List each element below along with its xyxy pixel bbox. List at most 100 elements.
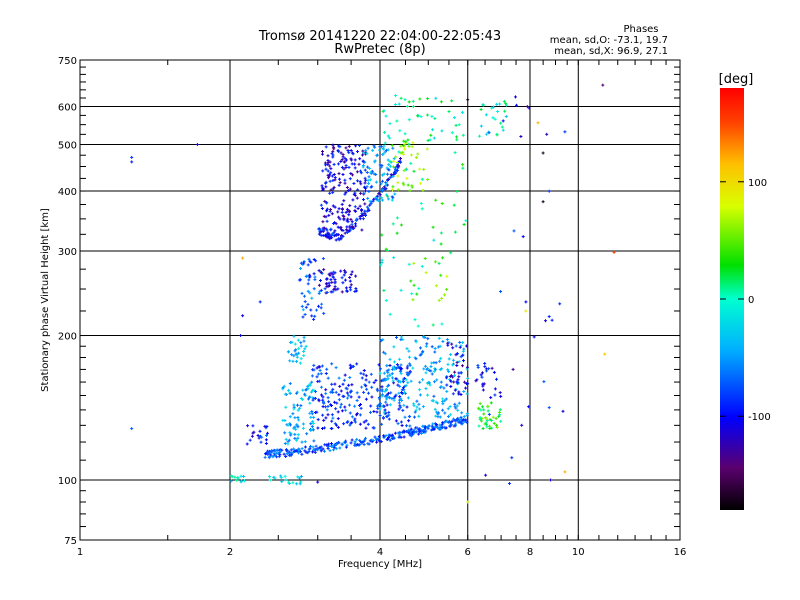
data-point — [324, 227, 328, 231]
data-point — [440, 202, 444, 205]
data-point — [251, 424, 255, 428]
data-point — [406, 373, 409, 377]
data-point — [386, 134, 390, 138]
data-point — [343, 278, 347, 282]
data-point — [333, 280, 337, 284]
data-point — [412, 430, 416, 433]
data-point — [323, 287, 327, 291]
data-point — [348, 224, 352, 228]
data-point — [275, 455, 279, 459]
data-point — [360, 228, 364, 232]
data-point — [483, 422, 487, 426]
data-point — [380, 258, 384, 262]
data-point — [265, 425, 269, 428]
data-point — [356, 150, 359, 154]
data-point — [330, 419, 334, 423]
data-point — [381, 179, 384, 183]
data-point — [545, 132, 549, 136]
data-point — [383, 394, 387, 398]
data-point — [268, 449, 272, 453]
data-point — [486, 409, 490, 413]
data-point — [440, 129, 444, 133]
data-point — [320, 302, 324, 306]
data-point — [438, 368, 442, 372]
data-point — [502, 99, 506, 103]
data-point — [359, 403, 362, 406]
data-point — [324, 180, 328, 184]
data-point — [349, 149, 353, 152]
data-point — [130, 427, 134, 431]
data-point — [245, 442, 249, 446]
data-point — [339, 160, 343, 163]
data-point — [293, 432, 297, 436]
data-point — [397, 407, 401, 411]
data-point — [508, 482, 511, 485]
data-point — [407, 262, 411, 266]
data-point — [332, 222, 336, 225]
data-point — [359, 191, 363, 195]
data-point — [398, 432, 402, 436]
data-point — [292, 447, 296, 451]
x-tick-labels: 1 2 4 6 8 10 16 — [77, 547, 687, 558]
data-point — [435, 410, 439, 414]
data-point — [290, 353, 294, 357]
data-point — [328, 235, 332, 239]
data-point — [408, 362, 412, 366]
data-point — [292, 407, 296, 411]
data-point — [407, 142, 411, 146]
data-point — [398, 129, 402, 133]
data-point — [344, 146, 348, 150]
data-point — [380, 144, 383, 148]
data-point — [414, 340, 418, 344]
data-point — [350, 270, 354, 274]
data-point — [345, 219, 349, 223]
data-point — [324, 282, 328, 286]
data-point — [403, 377, 407, 380]
data-point — [267, 452, 271, 455]
data-point — [299, 404, 303, 408]
data-point — [308, 395, 312, 399]
data-point — [408, 370, 412, 374]
data-point — [418, 427, 422, 431]
data-point — [419, 181, 422, 185]
data-point — [319, 449, 323, 453]
chart-title: Tromsø 20141220 22:04:00-22:05:43 — [258, 29, 501, 44]
data-point — [478, 134, 481, 138]
data-point — [492, 370, 496, 374]
data-point — [465, 414, 469, 418]
data-point — [372, 410, 376, 413]
data-point — [344, 210, 348, 214]
data-point — [296, 408, 300, 412]
data-point — [327, 213, 331, 217]
data-point — [456, 408, 460, 412]
data-point — [485, 369, 488, 373]
data-point — [457, 375, 461, 379]
data-point — [340, 235, 344, 239]
data-point — [401, 338, 405, 341]
data-point — [409, 279, 413, 283]
data-point — [334, 233, 338, 237]
data-point — [397, 434, 401, 438]
data-point — [398, 159, 402, 163]
data-point — [356, 179, 359, 183]
data-point — [436, 412, 440, 416]
data-point — [246, 424, 250, 428]
data-point — [388, 312, 392, 316]
data-point — [423, 426, 427, 430]
data-point — [500, 125, 504, 129]
data-point — [287, 388, 291, 392]
data-point — [304, 275, 308, 278]
data-point — [239, 334, 243, 337]
data-point — [334, 238, 338, 242]
data-point — [312, 396, 316, 400]
data-point — [454, 406, 458, 410]
data-point — [449, 353, 453, 357]
data-point — [327, 176, 330, 180]
data-point — [347, 229, 351, 233]
data-point — [459, 421, 463, 425]
data-point — [328, 449, 332, 453]
data-point — [353, 417, 357, 421]
data-point — [347, 213, 351, 217]
data-point — [324, 167, 328, 171]
data-point — [293, 436, 297, 440]
